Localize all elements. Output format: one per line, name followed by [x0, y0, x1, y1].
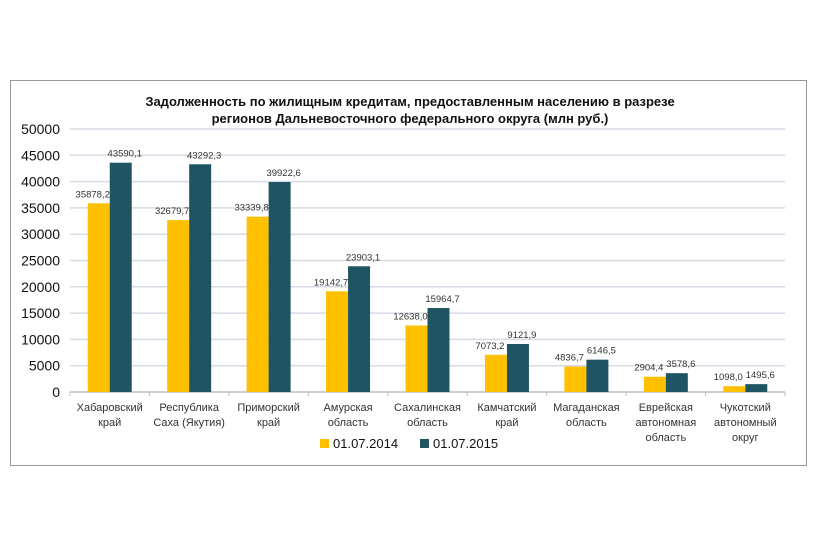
bar-01.07.2014	[246, 216, 269, 392]
data-label: 43292,3	[187, 150, 221, 161]
y-tick-label: 5000	[29, 358, 60, 374]
x-category-label: Магаданская	[553, 402, 620, 414]
legend-swatch	[320, 439, 329, 448]
y-tick-label: 40000	[21, 174, 60, 190]
x-category-label: Чукотский	[720, 402, 771, 414]
x-category-label: автономный	[714, 417, 777, 429]
legend-label: 01.07.2015	[433, 436, 498, 451]
data-label: 3578,6	[666, 359, 695, 370]
x-category-label: край	[98, 417, 121, 429]
x-category-label: Саха (Якутия)	[153, 417, 225, 429]
x-category-label: Амурская	[323, 402, 372, 414]
chart-title-line: Задолженность по жилищным кредитам, пред…	[145, 94, 674, 109]
x-category-label: край	[257, 417, 280, 429]
data-label: 1098,0	[714, 372, 743, 383]
data-label: 7073,2	[475, 341, 504, 352]
x-category-label: Приморский	[237, 402, 300, 414]
data-label: 6146,5	[587, 346, 616, 357]
data-label: 19142,7	[314, 277, 348, 288]
x-category-label: область	[566, 417, 607, 429]
bar-01.07.2014	[326, 291, 349, 392]
x-category-label: область	[407, 417, 448, 429]
y-tick-label: 45000	[21, 147, 60, 163]
chart-frame	[10, 80, 807, 466]
data-label: 9121,9	[507, 330, 536, 341]
data-label: 4836,7	[555, 353, 584, 364]
bar-01.07.2014	[87, 203, 110, 392]
bar-01.07.2015	[427, 308, 450, 392]
data-label: 43590,1	[108, 149, 142, 160]
bar-01.07.2015	[268, 182, 291, 392]
x-category-label: автономная	[636, 417, 697, 429]
y-tick-label: 30000	[21, 226, 60, 242]
x-category-label: Республика	[159, 402, 219, 414]
x-category-label: Сахалинская	[394, 402, 461, 414]
x-category-label: Еврейская	[639, 402, 693, 414]
bar-01.07.2014	[167, 220, 190, 392]
legend-label: 01.07.2014	[333, 436, 398, 451]
x-category-label: край	[495, 417, 518, 429]
x-category-label: область	[645, 432, 686, 444]
data-label: 35878,2	[76, 189, 110, 200]
bar-01.07.2014	[484, 354, 507, 392]
bar-01.07.2015	[586, 359, 609, 392]
y-tick-label: 20000	[21, 279, 60, 295]
bar-01.07.2014	[564, 366, 587, 392]
bar-01.07.2014	[405, 325, 428, 392]
y-tick-label: 50000	[21, 121, 60, 137]
y-tick-label: 10000	[21, 331, 60, 347]
bar-01.07.2015	[189, 164, 212, 392]
bar-01.07.2015	[665, 373, 688, 392]
bar-01.07.2014	[723, 386, 746, 392]
data-label: 23903,1	[346, 252, 380, 263]
bar-01.07.2015	[745, 384, 768, 392]
data-label: 15964,7	[425, 294, 459, 305]
data-label: 33339,8	[234, 203, 268, 214]
y-tick-label: 35000	[21, 200, 60, 216]
x-category-label: округ	[732, 432, 758, 444]
x-category-label: Камчатский	[477, 402, 536, 414]
chart-title-line: регионов Дальневосточного федерального о…	[212, 111, 609, 126]
bar-01.07.2015	[109, 162, 132, 392]
data-label: 39922,6	[266, 168, 300, 179]
bar-01.07.2014	[643, 376, 666, 392]
y-tick-label: 0	[52, 384, 60, 400]
x-category-label: область	[328, 417, 369, 429]
y-tick-label: 15000	[21, 305, 60, 321]
data-label: 1495,6	[746, 370, 775, 381]
bar-01.07.2015	[506, 344, 529, 392]
data-label: 32679,7	[155, 206, 189, 217]
y-tick-label: 25000	[21, 253, 60, 269]
data-label: 2904,4	[634, 363, 663, 374]
x-category-label: Хабаровский	[77, 402, 143, 414]
bar-01.07.2015	[348, 266, 371, 392]
legend-swatch	[420, 439, 429, 448]
data-label: 12638,0	[393, 312, 427, 323]
